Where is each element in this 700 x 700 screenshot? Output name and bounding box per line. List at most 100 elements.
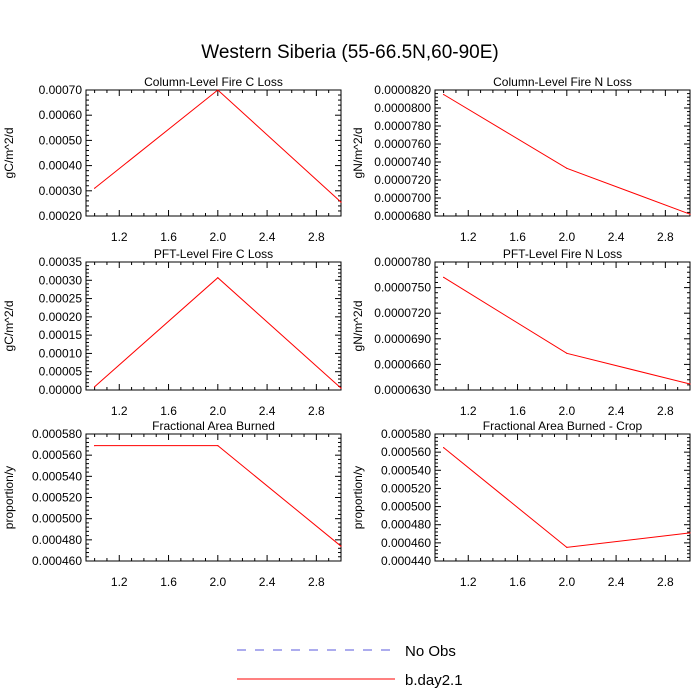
data-point — [443, 276, 445, 278]
y-tick-label: 0.000540 — [381, 463, 431, 477]
series-line-b-day2-1 — [94, 277, 342, 389]
x-tick-label: 1.6 — [160, 404, 177, 418]
x-tick-label: 2.4 — [608, 575, 625, 589]
data-point — [94, 445, 96, 447]
x-tick-label: 2.0 — [209, 575, 226, 589]
data-point — [689, 532, 691, 534]
y-tick-label: 0.0000750 — [374, 281, 431, 295]
y-tick-label: 0.0000760 — [374, 137, 431, 151]
y-tick-label: 0.00005 — [39, 365, 83, 379]
y-tick-label: 0.00025 — [39, 292, 83, 306]
plot-frame — [434, 433, 691, 562]
y-tick-label: 0.0000740 — [374, 155, 431, 169]
y-tick-label: 0.00015 — [39, 328, 83, 342]
y-tick-label: 0.000440 — [381, 554, 431, 568]
x-tick-label: 2.4 — [259, 230, 276, 244]
data-point — [217, 89, 219, 91]
panel-title: Fractional Area Burned — [152, 419, 275, 433]
y-tick-label: 0.000500 — [381, 500, 431, 514]
y-tick-label: 0.000480 — [381, 518, 431, 532]
y-tick-label: 0.0000680 — [374, 209, 431, 223]
y-tick-label: 0.00060 — [39, 108, 83, 122]
y-tick-label: 0.000520 — [32, 491, 82, 505]
panel-pft-level-fire-n-loss: PFT-Level Fire N Loss gN/m^2/d 1.2 1.6 2.0 2.… — [351, 247, 691, 418]
x-tick-label: 1.2 — [460, 575, 477, 589]
x-tick-label: 2.0 — [209, 404, 226, 418]
x-tick-label: 2.0 — [558, 575, 575, 589]
x-tick-label: 2.0 — [558, 404, 575, 418]
panel-title: Column-Level Fire C Loss — [144, 75, 283, 89]
data-point — [217, 277, 219, 279]
plot-frame — [85, 433, 342, 562]
y-tick-label: 0.000460 — [381, 536, 431, 550]
x-tick-label: 2.4 — [608, 404, 625, 418]
series-line-b-day2-1 — [443, 447, 691, 548]
data-point — [566, 167, 568, 169]
x-tick-label: 1.6 — [509, 404, 526, 418]
x-tick-label: 2.0 — [209, 230, 226, 244]
y-tick-label: 0.000580 — [381, 427, 431, 441]
y-tick-label: 0.0000700 — [374, 191, 431, 205]
y-tick-label: 0.000540 — [32, 469, 82, 483]
series-line-b-day2-1 — [94, 445, 342, 547]
data-point — [94, 187, 96, 189]
x-tick-label: 2.0 — [558, 230, 575, 244]
y-tick-label: 0.00010 — [39, 346, 83, 360]
legend-label-no-obs: No Obs — [405, 643, 456, 660]
panel-title: PFT-Level Fire C Loss — [154, 247, 273, 261]
y-tick-label: 0.0000820 — [374, 83, 431, 97]
x-tick-label: 2.8 — [657, 575, 674, 589]
x-tick-label: 1.6 — [509, 230, 526, 244]
y-tick-label: 0.00070 — [39, 83, 83, 97]
y-tick-label: 0.000480 — [32, 533, 82, 547]
x-tick-label: 1.2 — [460, 404, 477, 418]
y-tick-label: 0.0000690 — [374, 332, 431, 346]
y-tick-label: 0.0000630 — [374, 383, 431, 397]
x-tick-label: 1.6 — [160, 230, 177, 244]
x-tick-label: 2.8 — [308, 230, 325, 244]
y-axis-label: gC/m^2/d — [2, 301, 16, 352]
panels: Column-Level Fire C Loss gC/m^2/d 1.2 1.6 2.… — [2, 75, 691, 589]
x-tick-label: 2.8 — [657, 230, 674, 244]
legend: No Obs b.day2.1 — [237, 643, 463, 689]
y-tick-label: 0.00020 — [39, 310, 83, 324]
x-tick-label: 2.8 — [657, 404, 674, 418]
x-tick-label: 2.4 — [259, 404, 276, 418]
panel-fractional-area-burned: Fractional Area Burned proportion/y 1.2 1.6… — [2, 419, 342, 589]
x-tick-label: 1.2 — [460, 230, 477, 244]
y-tick-label: 0.0000720 — [374, 306, 431, 320]
data-point — [340, 201, 342, 203]
y-tick-label: 0.000520 — [381, 481, 431, 495]
y-tick-label: 0.00020 — [39, 209, 83, 223]
y-axis-label: gN/m^2/d — [351, 128, 365, 179]
data-point — [443, 93, 445, 96]
y-tick-label: 0.000580 — [32, 427, 82, 441]
y-tick-label: 0.0000780 — [374, 255, 431, 269]
panel-fractional-area-burned-crop: Fractional Area Burned - Crop proportion/… — [351, 419, 691, 589]
panel-title: Column-Level Fire N Loss — [493, 75, 632, 89]
y-axis-label: gC/m^2/d — [2, 128, 16, 179]
y-tick-label: 0.00030 — [39, 184, 83, 198]
x-tick-label: 2.4 — [259, 575, 276, 589]
panel-title: Fractional Area Burned - Crop — [483, 419, 643, 433]
plot-frame — [434, 261, 691, 391]
y-tick-label: 0.0000720 — [374, 173, 431, 187]
y-tick-label: 0.000460 — [32, 554, 82, 568]
data-point — [443, 447, 445, 449]
x-tick-label: 1.6 — [509, 575, 526, 589]
y-tick-label: 0.00035 — [39, 255, 83, 269]
x-tick-label: 1.6 — [160, 575, 177, 589]
y-tick-label: 0.00040 — [39, 159, 83, 173]
data-point — [340, 545, 342, 547]
x-tick-label: 1.2 — [111, 575, 128, 589]
x-tick-label: 2.4 — [608, 230, 625, 244]
data-point — [689, 383, 691, 385]
x-tick-label: 1.2 — [111, 404, 128, 418]
data-point — [566, 352, 568, 354]
plot-frame — [85, 261, 342, 391]
plot-frame — [85, 89, 342, 217]
x-tick-label: 1.2 — [111, 230, 128, 244]
series-line-b-day2-1 — [94, 89, 342, 203]
legend-label-b-day2-1: b.day2.1 — [405, 672, 463, 689]
